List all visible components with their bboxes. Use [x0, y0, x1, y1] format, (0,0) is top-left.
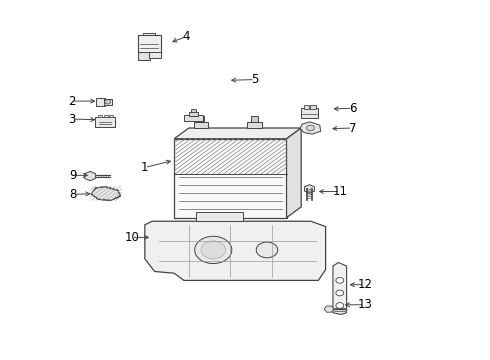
Circle shape: [307, 125, 315, 131]
Circle shape: [256, 242, 278, 258]
Bar: [104, 115, 108, 117]
Circle shape: [336, 278, 343, 283]
Text: 2: 2: [68, 95, 75, 108]
Text: 6: 6: [349, 102, 356, 115]
Bar: [189, 112, 197, 116]
Circle shape: [105, 100, 111, 104]
Bar: [138, 36, 161, 53]
Polygon shape: [174, 139, 287, 218]
Bar: [301, 108, 319, 118]
Text: 3: 3: [68, 113, 75, 126]
Bar: [184, 115, 203, 121]
Bar: [311, 105, 317, 109]
Polygon shape: [145, 221, 326, 280]
Polygon shape: [91, 187, 121, 201]
Polygon shape: [85, 171, 96, 181]
Circle shape: [336, 290, 343, 296]
Polygon shape: [287, 128, 301, 218]
Circle shape: [336, 303, 343, 309]
Polygon shape: [300, 122, 321, 134]
Text: 9: 9: [69, 169, 77, 182]
Circle shape: [195, 236, 232, 264]
Circle shape: [201, 241, 225, 259]
Bar: [138, 52, 150, 60]
Bar: [247, 122, 262, 128]
Bar: [109, 115, 113, 117]
Bar: [104, 99, 112, 105]
Text: 7: 7: [349, 122, 356, 135]
Polygon shape: [304, 185, 315, 193]
Bar: [194, 122, 208, 128]
Text: 13: 13: [357, 298, 372, 311]
Bar: [96, 98, 105, 106]
Text: 10: 10: [124, 231, 139, 244]
Bar: [304, 105, 310, 109]
Bar: [98, 115, 102, 117]
Bar: [95, 117, 115, 127]
Text: 11: 11: [333, 185, 348, 198]
Text: 1: 1: [141, 161, 148, 174]
Polygon shape: [333, 262, 346, 315]
Bar: [251, 116, 258, 122]
Polygon shape: [196, 212, 243, 221]
Bar: [191, 109, 196, 112]
Text: 12: 12: [357, 278, 372, 291]
Polygon shape: [174, 128, 301, 139]
Bar: [144, 33, 155, 36]
Bar: [149, 52, 161, 58]
Text: 5: 5: [251, 73, 258, 86]
Polygon shape: [324, 306, 334, 312]
Text: 4: 4: [183, 30, 190, 43]
Text: 8: 8: [69, 188, 77, 201]
Bar: [197, 116, 204, 122]
